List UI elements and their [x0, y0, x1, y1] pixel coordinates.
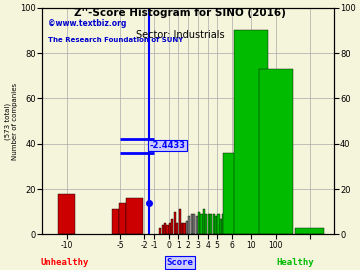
Bar — [164, 223, 166, 234]
Bar — [203, 210, 205, 234]
Bar — [225, 221, 227, 234]
Bar — [223, 153, 240, 234]
Bar — [210, 214, 212, 234]
Y-axis label: (573 total)
Number of companies: (573 total) Number of companies — [4, 82, 18, 160]
Text: Sector: Industrials: Sector: Industrials — [136, 30, 224, 40]
Bar — [119, 203, 126, 234]
Bar — [184, 223, 185, 234]
Text: The Research Foundation of SUNY: The Research Foundation of SUNY — [48, 37, 184, 43]
Bar — [126, 198, 143, 234]
Text: Healthy: Healthy — [276, 258, 314, 267]
Bar — [208, 214, 210, 234]
Bar — [198, 212, 200, 234]
Bar — [179, 210, 181, 234]
Bar — [217, 214, 220, 234]
Bar — [295, 228, 324, 234]
Bar — [162, 225, 164, 234]
Bar — [174, 212, 176, 234]
Text: Score: Score — [167, 258, 193, 267]
Bar — [193, 214, 195, 234]
Bar — [220, 218, 222, 234]
Text: ©www.textbiz.org: ©www.textbiz.org — [48, 19, 127, 28]
Text: Unhealthy: Unhealthy — [41, 258, 89, 267]
Bar — [188, 216, 190, 234]
Bar — [169, 223, 171, 234]
Bar — [212, 214, 215, 234]
Bar — [195, 216, 198, 234]
Bar — [186, 221, 188, 234]
Bar — [181, 223, 183, 234]
Bar — [201, 214, 203, 234]
Bar — [215, 216, 217, 234]
Bar — [176, 223, 178, 234]
Bar — [58, 194, 76, 234]
Bar — [234, 30, 268, 234]
Bar — [191, 214, 193, 234]
Bar — [171, 218, 174, 234]
Text: Z''-Score Histogram for SINO (2016): Z''-Score Histogram for SINO (2016) — [74, 8, 286, 18]
Bar — [166, 225, 168, 234]
Bar — [159, 228, 161, 234]
Text: -2.4433: -2.4433 — [150, 141, 186, 150]
Bar — [258, 69, 293, 234]
Bar — [222, 214, 224, 234]
Bar — [205, 214, 207, 234]
Bar — [112, 210, 119, 234]
